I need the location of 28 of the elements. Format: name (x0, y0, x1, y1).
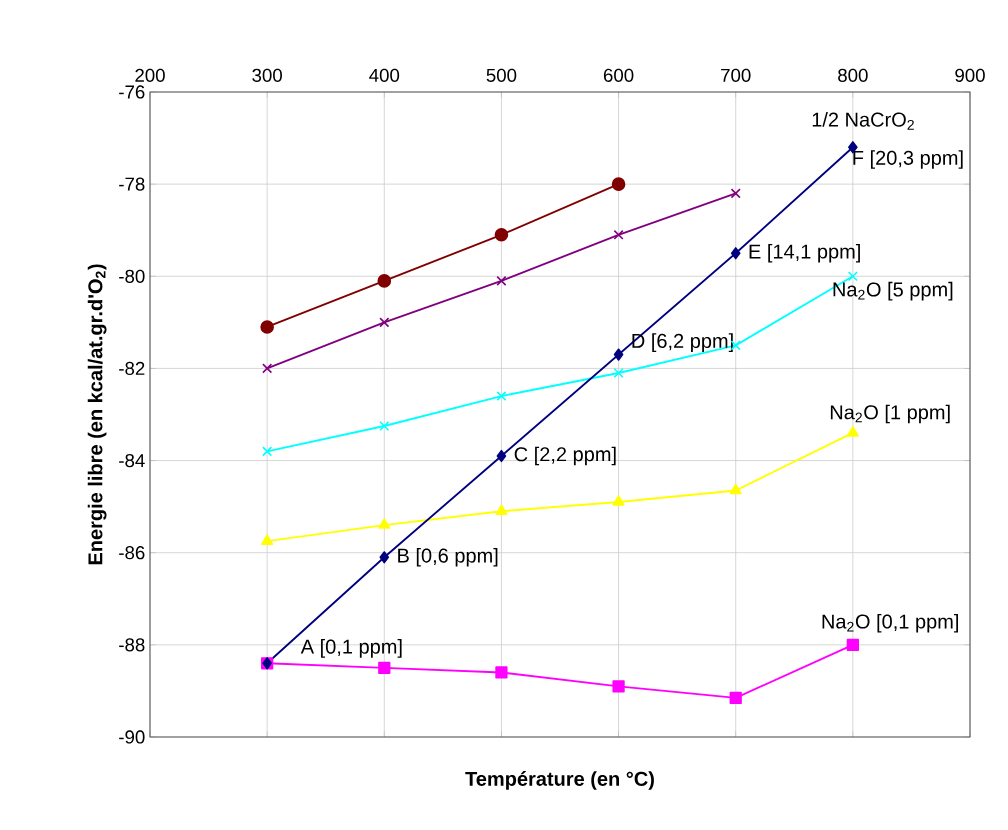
y-tick-label: -90 (119, 730, 145, 744)
y-tick-label: -76 (119, 85, 145, 99)
annotation: A [0,1 ppm] (300, 639, 402, 658)
annotation: F [20,3 ppm] (853, 150, 963, 169)
x-tick-label: 800 (838, 68, 868, 82)
x-tick-label: 400 (369, 68, 400, 82)
annotation: Na$_{2}$O [1 ppm] (830, 404, 950, 424)
y-tick-label: -86 (119, 546, 145, 560)
annotation: B [0,6 ppm] (398, 547, 498, 567)
y-tick-label: -82 (119, 361, 145, 376)
y-tick-label: -78 (119, 177, 145, 191)
y-tick-label: -88 (119, 638, 145, 652)
x-tick-label: 600 (603, 68, 634, 82)
y-tick-label: -84 (119, 453, 145, 468)
annotation: D [6,2 ppm] (632, 333, 733, 352)
x-tick-label: 300 (252, 68, 282, 82)
annotation: E [14,1 ppm] (749, 243, 860, 263)
annotation: Na$_{2}$O [5 ppm] (833, 281, 953, 301)
annotation: 1/2 NaCrO$_{2}$ (812, 112, 914, 130)
x-tick-label: 200 (135, 68, 165, 82)
annotation: C [2,2 ppm] (514, 446, 616, 466)
x-axis-title: Température (en °C) (465, 771, 654, 790)
x-tick-label: 500 (486, 68, 517, 82)
annotation: Na$_{2}$O [0,1 ppm] (822, 613, 958, 633)
y-axis-title: Energie libre (en kcal/at.gr.d'O$_{2}$) (87, 264, 107, 565)
x-tick-label: 700 (721, 68, 751, 82)
x-tick-label: 900 (955, 68, 985, 82)
y-tick-label: -80 (119, 269, 145, 283)
